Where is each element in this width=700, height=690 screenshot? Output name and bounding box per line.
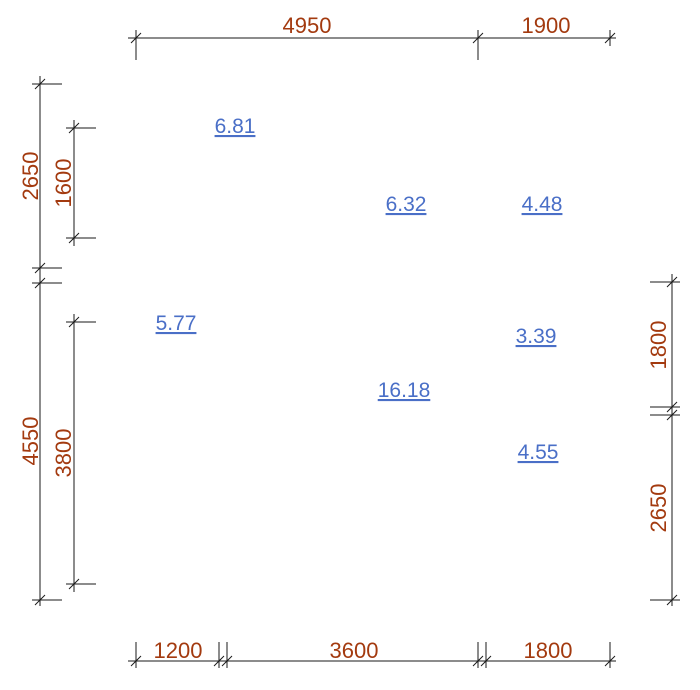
dim-left-2650: 2650 xyxy=(18,152,43,201)
dim-right-1800: 1800 xyxy=(646,321,671,370)
dim-left-1600: 1600 xyxy=(51,159,76,208)
dim-bottom-1200: 1200 xyxy=(154,638,203,663)
room-area-label[interactable]: 4.48 xyxy=(522,193,563,216)
dim-right-2650: 2650 xyxy=(646,484,671,533)
room-area-label[interactable]: 3.39 xyxy=(516,325,557,348)
dim-bottom-3600: 3600 xyxy=(330,638,379,663)
dim-top-1900: 1900 xyxy=(522,13,571,38)
dim-left-4550: 4550 xyxy=(18,417,43,466)
top-dimension-chain: 4950 1900 xyxy=(128,13,616,60)
room-area-label[interactable]: 6.32 xyxy=(386,193,427,216)
left-outer-dimension-chain: 2650 4550 xyxy=(18,76,62,606)
room-area-label[interactable]: 16.18 xyxy=(378,379,431,402)
dim-left-3800: 3800 xyxy=(51,429,76,478)
dim-bottom-1800: 1800 xyxy=(524,638,573,663)
left-inner-dimension-chain: 1600 3800 xyxy=(51,120,96,592)
dim-top-4950: 4950 xyxy=(283,13,332,38)
room-area-label[interactable]: 6.81 xyxy=(215,115,256,138)
room-area-label[interactable]: 5.77 xyxy=(156,312,197,335)
right-dimension-chain: 1800 2650 xyxy=(646,274,680,606)
bottom-dimension-chain: 1200 3600 1800 xyxy=(128,638,616,668)
room-area-labels: 6.81 6.32 4.48 5.77 3.39 16.18 4.55 xyxy=(156,115,563,464)
room-area-label[interactable]: 4.55 xyxy=(518,441,559,464)
